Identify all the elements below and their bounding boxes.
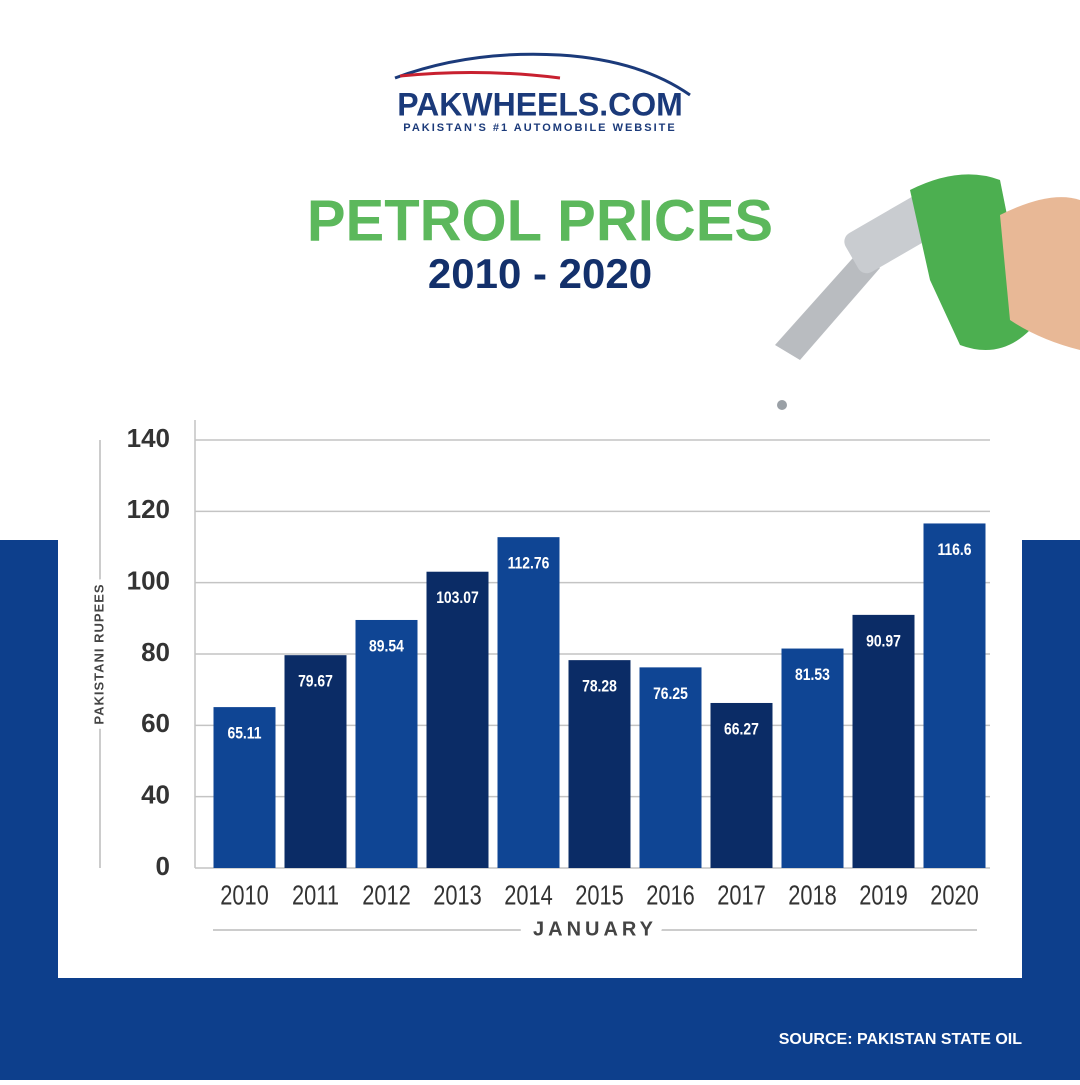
y-tick-label: 140 xyxy=(127,423,170,453)
brand: PAKWHEELS.COM xyxy=(397,86,683,122)
bar xyxy=(710,702,773,868)
bar xyxy=(781,648,844,868)
bar xyxy=(852,614,915,868)
value-label: 76.25 xyxy=(653,685,688,704)
logo-swoosh-red xyxy=(399,70,561,80)
chart-subtitle: 2010 - 2020 xyxy=(428,250,652,297)
value-label: 81.53 xyxy=(795,666,830,685)
x-tick-label: 2019 xyxy=(859,880,908,911)
value-label: 112.76 xyxy=(508,554,550,573)
y-tick-label: 80 xyxy=(141,637,170,667)
x-tick-label: 2010 xyxy=(220,880,269,911)
tagline: PAKISTAN'S #1 AUTOMOBILE WEBSITE xyxy=(403,122,676,134)
x-tick-label: 2016 xyxy=(646,880,695,911)
x-tick-label: 2012 xyxy=(362,880,411,911)
value-label: 65.11 xyxy=(227,724,261,743)
bar xyxy=(213,707,276,868)
source: SOURCE: PAKISTAN STATE OIL xyxy=(779,1031,1022,1048)
value-label: 90.97 xyxy=(866,632,901,651)
bar xyxy=(426,571,489,868)
value-label: 89.54 xyxy=(369,637,404,656)
x-tick-label: 2011 xyxy=(292,880,339,911)
y-tick-label: 120 xyxy=(127,494,170,524)
value-label: 103.07 xyxy=(436,589,479,608)
x-tick-label: 2018 xyxy=(788,880,837,911)
value-label: 66.27 xyxy=(724,720,759,739)
bar xyxy=(355,619,418,868)
x-tick-label: 2020 xyxy=(930,880,979,911)
bar xyxy=(568,660,631,868)
fuel-nozzle xyxy=(775,174,1080,410)
x-tick-label: 2017 xyxy=(717,880,766,911)
value-label: 116.6 xyxy=(937,541,971,560)
y-tick-label: 60 xyxy=(141,708,170,738)
chart-title: PETROL PRICES xyxy=(307,188,773,253)
bar xyxy=(639,667,702,868)
x-tick-label: 2015 xyxy=(575,880,624,911)
bar xyxy=(497,537,560,868)
y-tick-label: 100 xyxy=(127,566,170,596)
bar xyxy=(284,655,347,868)
bar xyxy=(923,523,986,868)
value-label: 78.28 xyxy=(582,677,617,696)
y-axis-label: PAKISTANI RUPEES xyxy=(91,583,106,724)
logo-swoosh xyxy=(394,52,691,97)
y-tick-label: 0 xyxy=(156,851,170,881)
value-label: 79.67 xyxy=(298,672,333,691)
x-tick-label: 2014 xyxy=(504,880,553,911)
x-axis-label: JANUARY xyxy=(533,918,657,940)
y-tick-label: 40 xyxy=(141,780,170,810)
x-tick-label: 2013 xyxy=(433,880,482,911)
